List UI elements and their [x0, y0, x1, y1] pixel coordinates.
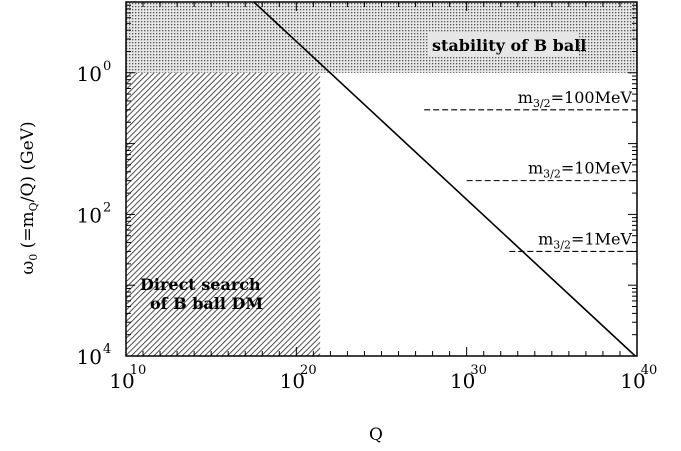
mass-label: m3/2=100MeV — [518, 88, 633, 110]
main-line — [253, 1, 636, 357]
svg-text:30: 30 — [470, 363, 487, 378]
y-axis-label: ω0 (=mQ/Q) (GeV) — [18, 121, 40, 274]
x-axis-label: Q — [369, 425, 383, 445]
svg-text:10: 10 — [109, 369, 134, 393]
svg-text:10: 10 — [280, 369, 305, 393]
y-tick-label: 10 4 — [77, 342, 112, 369]
svg-text:10: 10 — [450, 369, 475, 393]
svg-text:10: 10 — [130, 363, 147, 378]
mass-label: m3/2=1MeV — [538, 229, 632, 251]
mass-label: m3/2=10MeV — [528, 159, 632, 181]
y-tick-label: 10 2 — [77, 200, 112, 227]
svg-text:4: 4 — [103, 342, 111, 357]
svg-text:10: 10 — [620, 369, 645, 393]
region-label-stability: stability of B ball — [428, 33, 586, 57]
svg-text:2: 2 — [103, 200, 111, 215]
data-lines — [253, 1, 637, 357]
dashed-line-labels: m3/2=100MeV m3/2=10MeV m3/2=1MeV — [518, 88, 633, 252]
region-direct-search — [126, 72, 321, 357]
svg-text:20: 20 — [300, 363, 317, 378]
axis-ticks — [125, 1, 638, 357]
svg-text:0: 0 — [103, 59, 111, 74]
svg-text:10: 10 — [77, 345, 102, 369]
y-tick-label: 10 0 — [77, 59, 112, 86]
svg-text:10: 10 — [77, 62, 102, 86]
svg-text:40: 40 — [641, 363, 658, 378]
direct-search-label: Direct search of B ball DM — [140, 275, 266, 313]
stability-label: stability of B ball — [432, 36, 586, 55]
region-label-direct-search: Direct search of B ball DM — [140, 275, 266, 313]
svg-text:10: 10 — [77, 203, 102, 227]
